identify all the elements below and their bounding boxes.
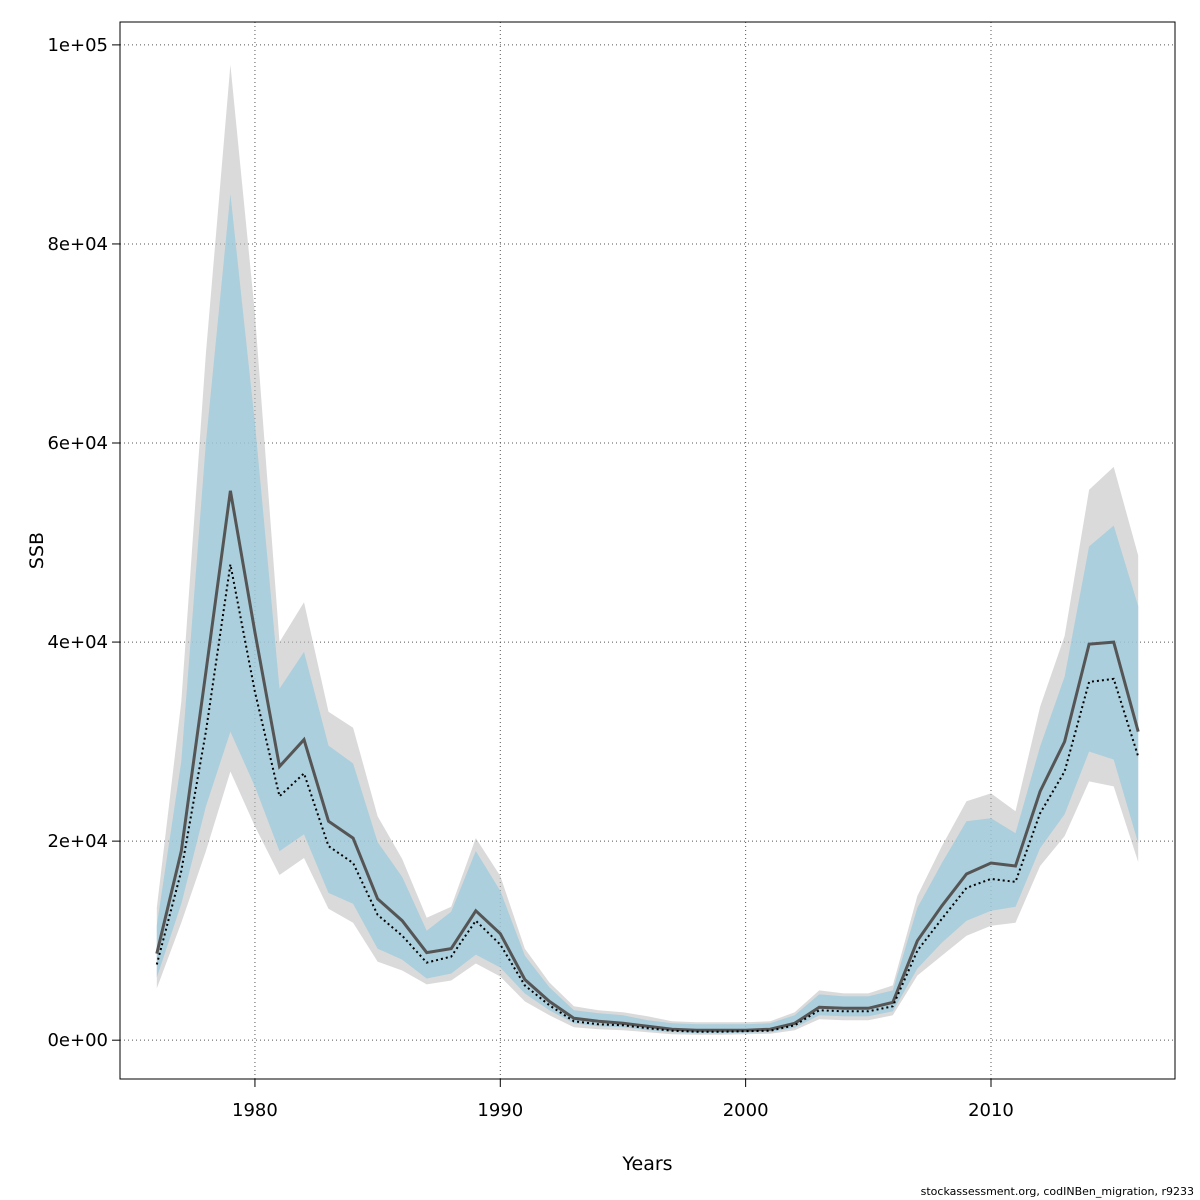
x-tick-label: 2010 [968,1100,1014,1121]
y-tick-label: 2e+04 [47,831,108,852]
series-line-dotted [155,564,1140,1033]
x-tick-label: 2000 [723,1100,769,1121]
x-tick-label: 1990 [477,1100,523,1121]
axis-ticks: 1980 1990 2000 2010 0e+00 2e+04 4e+04 6e+04 8e+0… [47,35,1013,1121]
plot-frame [119,21,1176,1080]
series-lines [155,490,1140,1033]
y-tick-label: 6e+04 [47,433,108,454]
x-tick-label: 1980 [232,1100,278,1121]
y-tick-label: 4e+04 [47,632,108,653]
y-tick-label: 8e+04 [47,234,108,255]
credit-text: stockassessment.org, codINBen_migration,… [920,1185,1194,1198]
y-tick-label: 0e+00 [47,1030,108,1051]
x-axis-title: Years [621,1153,672,1175]
y-axis-title: SSB [26,532,48,569]
y-tick-label: 1e+05 [47,35,108,56]
grid-lines [120,22,1175,1079]
series-line-solid [155,490,1140,1032]
